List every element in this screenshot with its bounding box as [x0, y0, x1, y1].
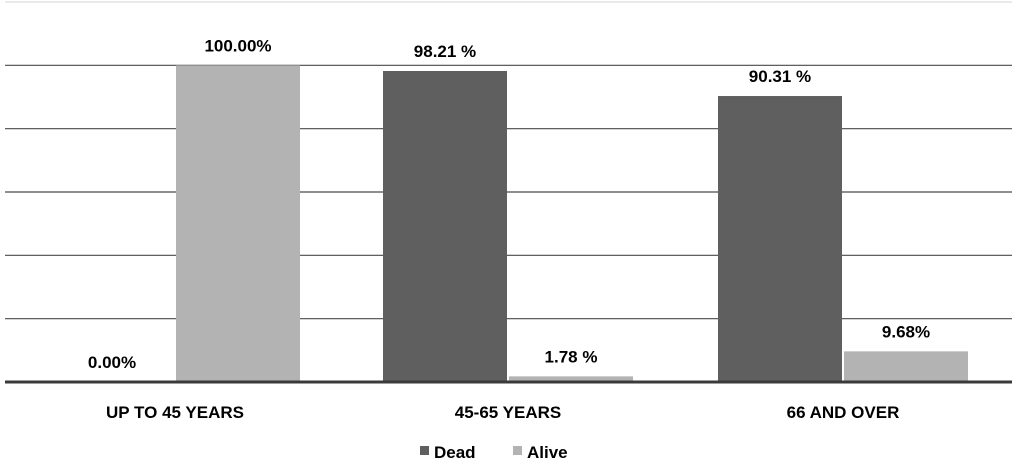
bar-alive: [509, 376, 633, 382]
data-label: 98.21 %: [414, 42, 476, 61]
bar-alive: [844, 351, 968, 382]
data-label: 90.31 %: [749, 67, 811, 86]
data-label: 1.78 %: [545, 347, 598, 366]
legend-swatch-alive: [513, 446, 522, 455]
data-label: 0.00%: [88, 353, 136, 372]
category-label: UP TO 45 YEARS: [106, 403, 244, 422]
data-label: 9.68%: [882, 322, 930, 341]
bar-dead: [383, 71, 507, 383]
legend-label-dead: Dead: [434, 443, 476, 462]
legend-swatch-dead: [420, 446, 429, 455]
bar-alive: [176, 65, 300, 382]
category-label: 45-65 YEARS: [455, 403, 561, 422]
data-label: 100.00%: [204, 36, 271, 55]
bar-dead: [718, 96, 842, 382]
legend-label-alive: Alive: [527, 443, 568, 462]
category-label: 66 AND OVER: [787, 403, 900, 422]
